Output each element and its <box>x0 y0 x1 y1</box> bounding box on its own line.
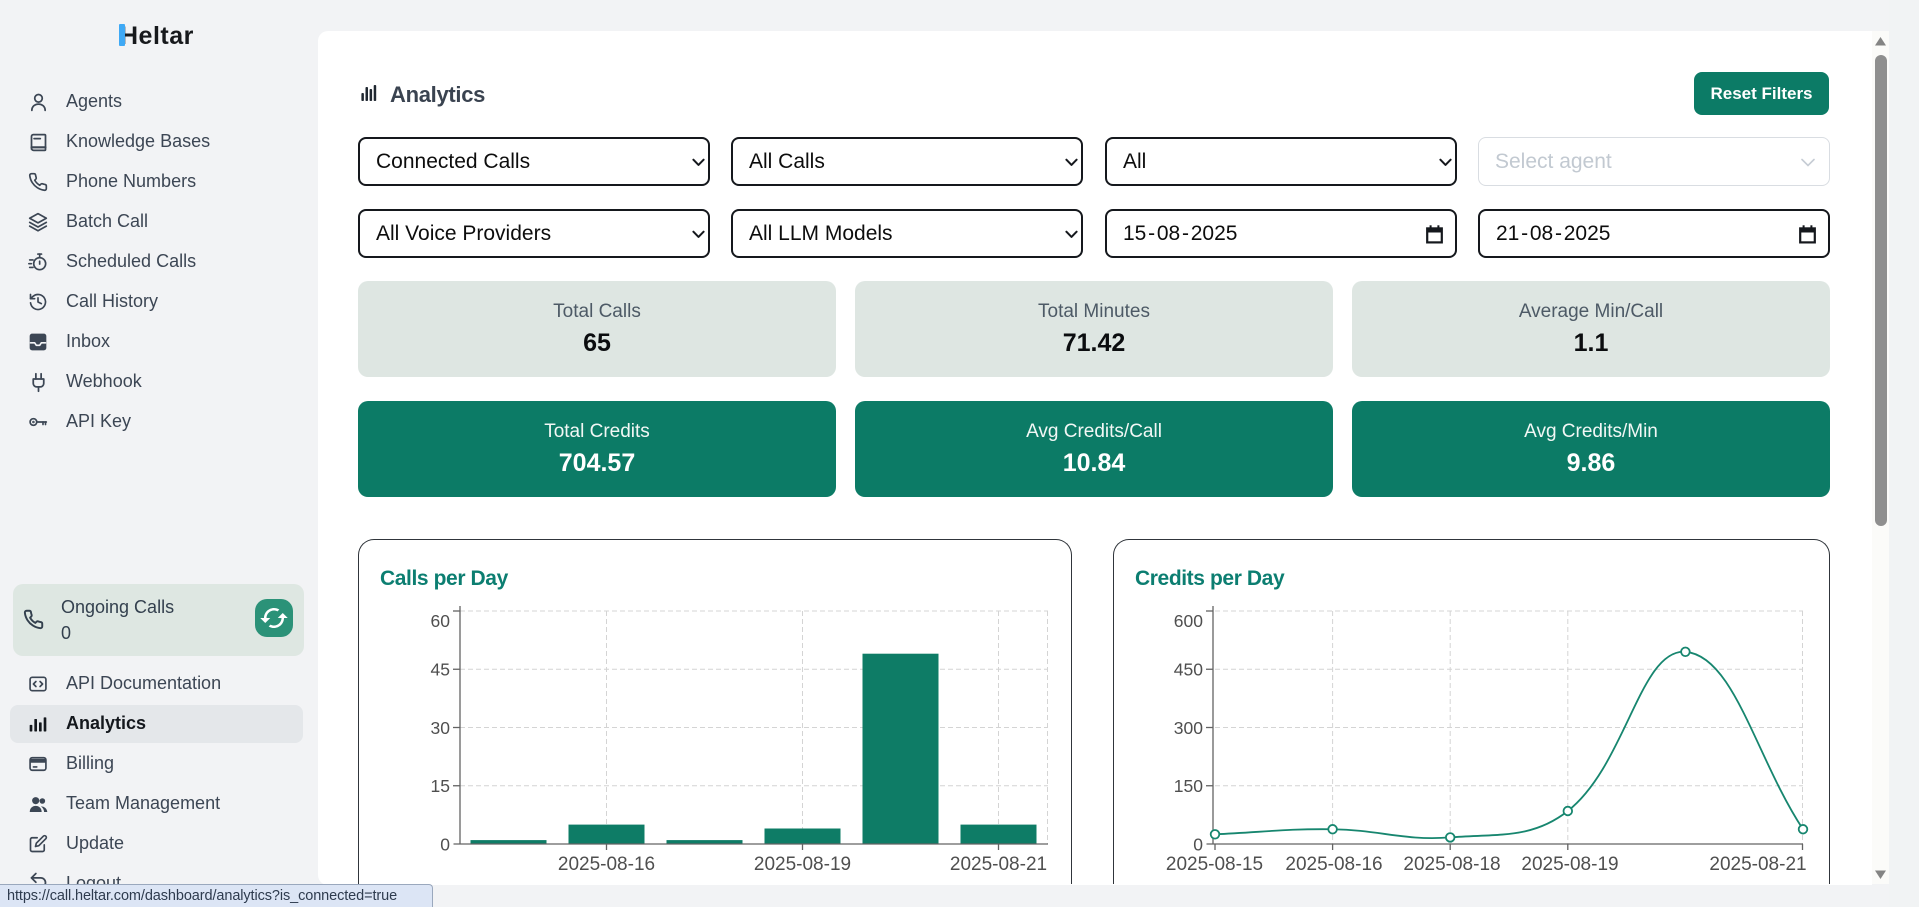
svg-text:2025-08-21: 2025-08-21 <box>1709 854 1806 875</box>
svg-text:60: 60 <box>431 611 451 631</box>
svg-text:30: 30 <box>431 718 451 738</box>
svg-text:2025-08-15: 2025-08-15 <box>1166 854 1263 875</box>
svg-text:300: 300 <box>1174 718 1203 738</box>
svg-text:600: 600 <box>1174 611 1203 631</box>
svg-text:0: 0 <box>1193 834 1203 854</box>
svg-text:2025-08-19: 2025-08-19 <box>1521 854 1618 875</box>
svg-text:0: 0 <box>440 834 450 854</box>
svg-text:2025-08-16: 2025-08-16 <box>558 854 655 875</box>
svg-text:45: 45 <box>431 660 450 680</box>
svg-text:15: 15 <box>431 776 450 796</box>
svg-text:2025-08-18: 2025-08-18 <box>1403 854 1500 875</box>
svg-text:2025-08-19: 2025-08-19 <box>754 854 851 875</box>
svg-text:2025-08-21: 2025-08-21 <box>950 854 1047 875</box>
svg-text:150: 150 <box>1174 776 1203 796</box>
svg-text:450: 450 <box>1174 660 1203 680</box>
svg-text:2025-08-16: 2025-08-16 <box>1285 854 1382 875</box>
